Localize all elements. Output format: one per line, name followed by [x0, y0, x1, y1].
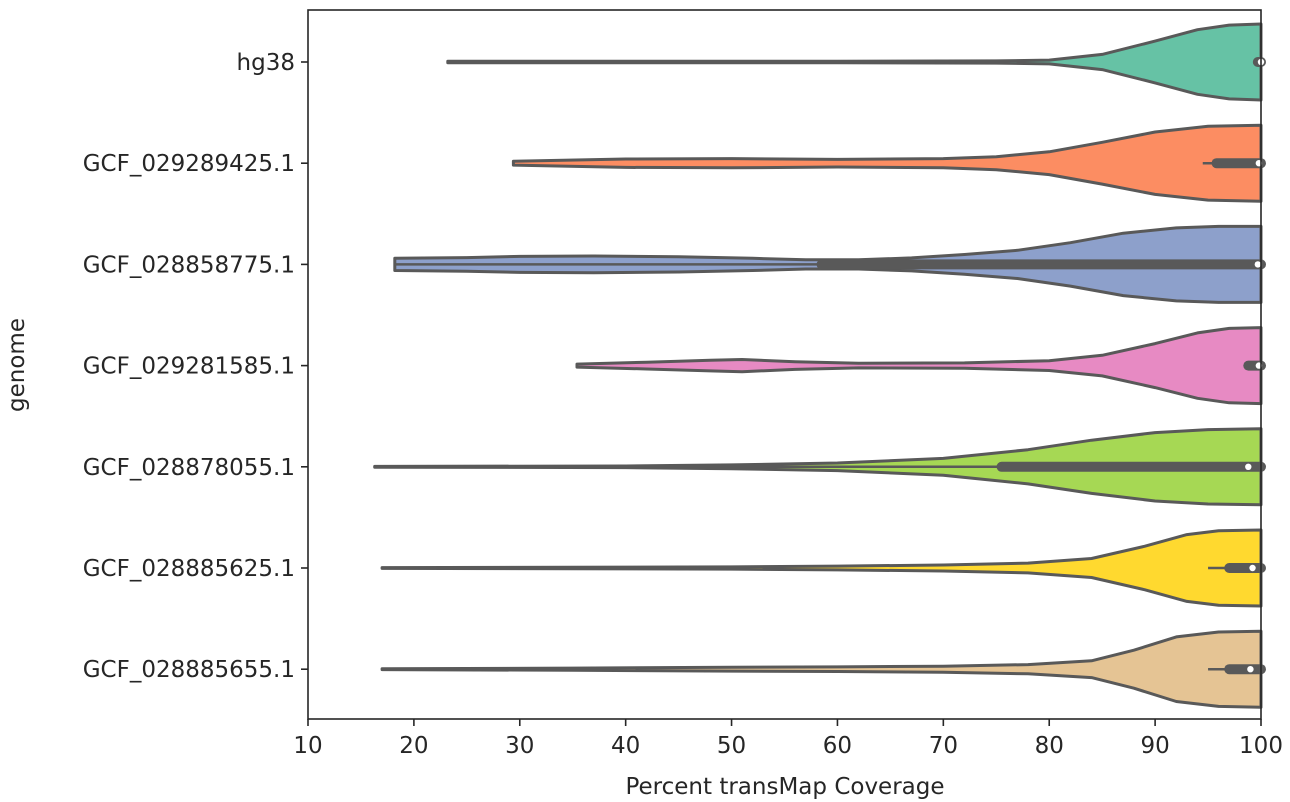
x-tick-label: 90	[1140, 733, 1169, 759]
violin-GCF_029281585.1	[575, 326, 1266, 406]
x-axis: 10 20 30 40 50 60 70 80 90 100	[293, 719, 1283, 759]
violin-body	[575, 326, 1263, 406]
violin-body	[380, 629, 1263, 709]
violin-body	[380, 528, 1263, 608]
violin-GCF_029289425.1	[511, 123, 1266, 203]
x-tick-label: 60	[823, 733, 852, 759]
y-tick-label: GCF_029289425.1	[83, 151, 295, 177]
violin-median-dot	[1254, 261, 1262, 268]
x-tick-label: 50	[717, 733, 746, 759]
violin-median-dot	[1245, 463, 1252, 470]
y-tick-label: hg38	[237, 50, 295, 76]
y-tick-label: GCF_028885655.1	[83, 657, 295, 683]
x-tick-label: 80	[1035, 733, 1064, 759]
violin-hg38	[446, 22, 1266, 102]
y-tick-label: GCF_028858775.1	[83, 252, 295, 278]
x-tick-label: 10	[293, 733, 322, 759]
violin-body	[446, 22, 1263, 102]
x-tick-label: 40	[611, 733, 640, 759]
y-axis: hg38 GCF_029289425.1 GCF_028858775.1 GCF_02…	[83, 50, 308, 683]
y-axis-label: genome	[4, 318, 30, 412]
violin-median-dot	[1247, 666, 1254, 673]
violin-GCF_028885625.1	[380, 528, 1266, 608]
y-tick-label: GCF_028878055.1	[83, 455, 295, 481]
plot-frame	[307, 9, 1262, 720]
y-tick-label: GCF_029281585.1	[83, 354, 295, 380]
violin-GCF_028885655.1	[380, 629, 1266, 709]
violin-GCF_028878055.1	[373, 427, 1266, 507]
violin-body	[511, 123, 1263, 203]
x-tick-label: 100	[1239, 733, 1283, 759]
x-tick-label: 20	[399, 733, 428, 759]
violin-GCF_028858775.1	[393, 224, 1266, 304]
x-tick-label: 70	[929, 733, 958, 759]
y-tick-label: GCF_028885625.1	[83, 556, 295, 582]
x-tick-label: 30	[505, 733, 534, 759]
violins-layer	[373, 22, 1266, 709]
violin-median-dot	[1249, 564, 1256, 572]
x-axis-label: Percent transMap Coverage	[625, 774, 944, 800]
